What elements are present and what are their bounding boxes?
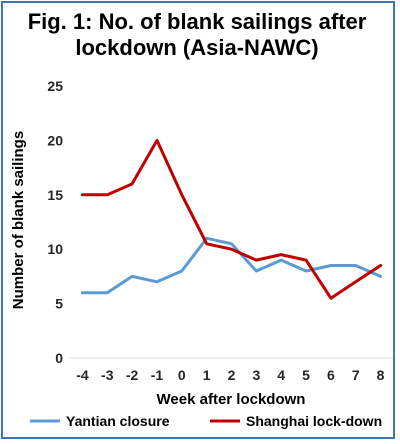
x-axis-ticks: -4 -3 -2 -1 0 1 2 3 4 5 6 7 8 xyxy=(76,367,384,383)
x-tick-label: 1 xyxy=(203,367,211,383)
chart-frame xyxy=(1,1,395,439)
y-tick-label: 15 xyxy=(47,187,63,203)
x-axis-title: Week after lockdown xyxy=(157,391,306,408)
series-line-1 xyxy=(80,138,383,300)
x-tick-label: -1 xyxy=(151,367,164,383)
x-tick-label: 4 xyxy=(277,367,285,383)
x-tick-label: 6 xyxy=(327,367,335,383)
series-lines xyxy=(80,138,383,300)
y-tick-label: 0 xyxy=(55,350,63,366)
y-axis-title: Number of blank sailings xyxy=(10,131,27,309)
legend: Yantian closure Shanghai lock-down xyxy=(30,413,382,429)
y-tick-label: 5 xyxy=(55,296,63,312)
legend-label-1: Shanghai lock-down xyxy=(246,413,382,429)
y-tick-label: 20 xyxy=(47,132,63,148)
x-tick-label: 2 xyxy=(228,367,236,383)
chart-title: Fig. 1: No. of blank sailings after lock… xyxy=(27,9,367,60)
x-tick-label: 5 xyxy=(302,367,310,383)
x-tick-label: 8 xyxy=(377,367,385,383)
x-tick-label: 0 xyxy=(178,367,186,383)
y-axis-ticks: 0 5 10 15 20 25 xyxy=(47,78,63,366)
x-tick-label: -2 xyxy=(126,367,139,383)
y-tick-label: 25 xyxy=(47,78,63,94)
x-tick-label: 7 xyxy=(352,367,360,383)
x-tick-label: -3 xyxy=(101,367,114,383)
legend-label-0: Yantian closure xyxy=(66,413,170,429)
series-line-0 xyxy=(80,236,383,295)
x-tick-label: -4 xyxy=(76,367,89,383)
x-tick-label: 3 xyxy=(252,367,260,383)
y-tick-label: 10 xyxy=(47,241,63,257)
